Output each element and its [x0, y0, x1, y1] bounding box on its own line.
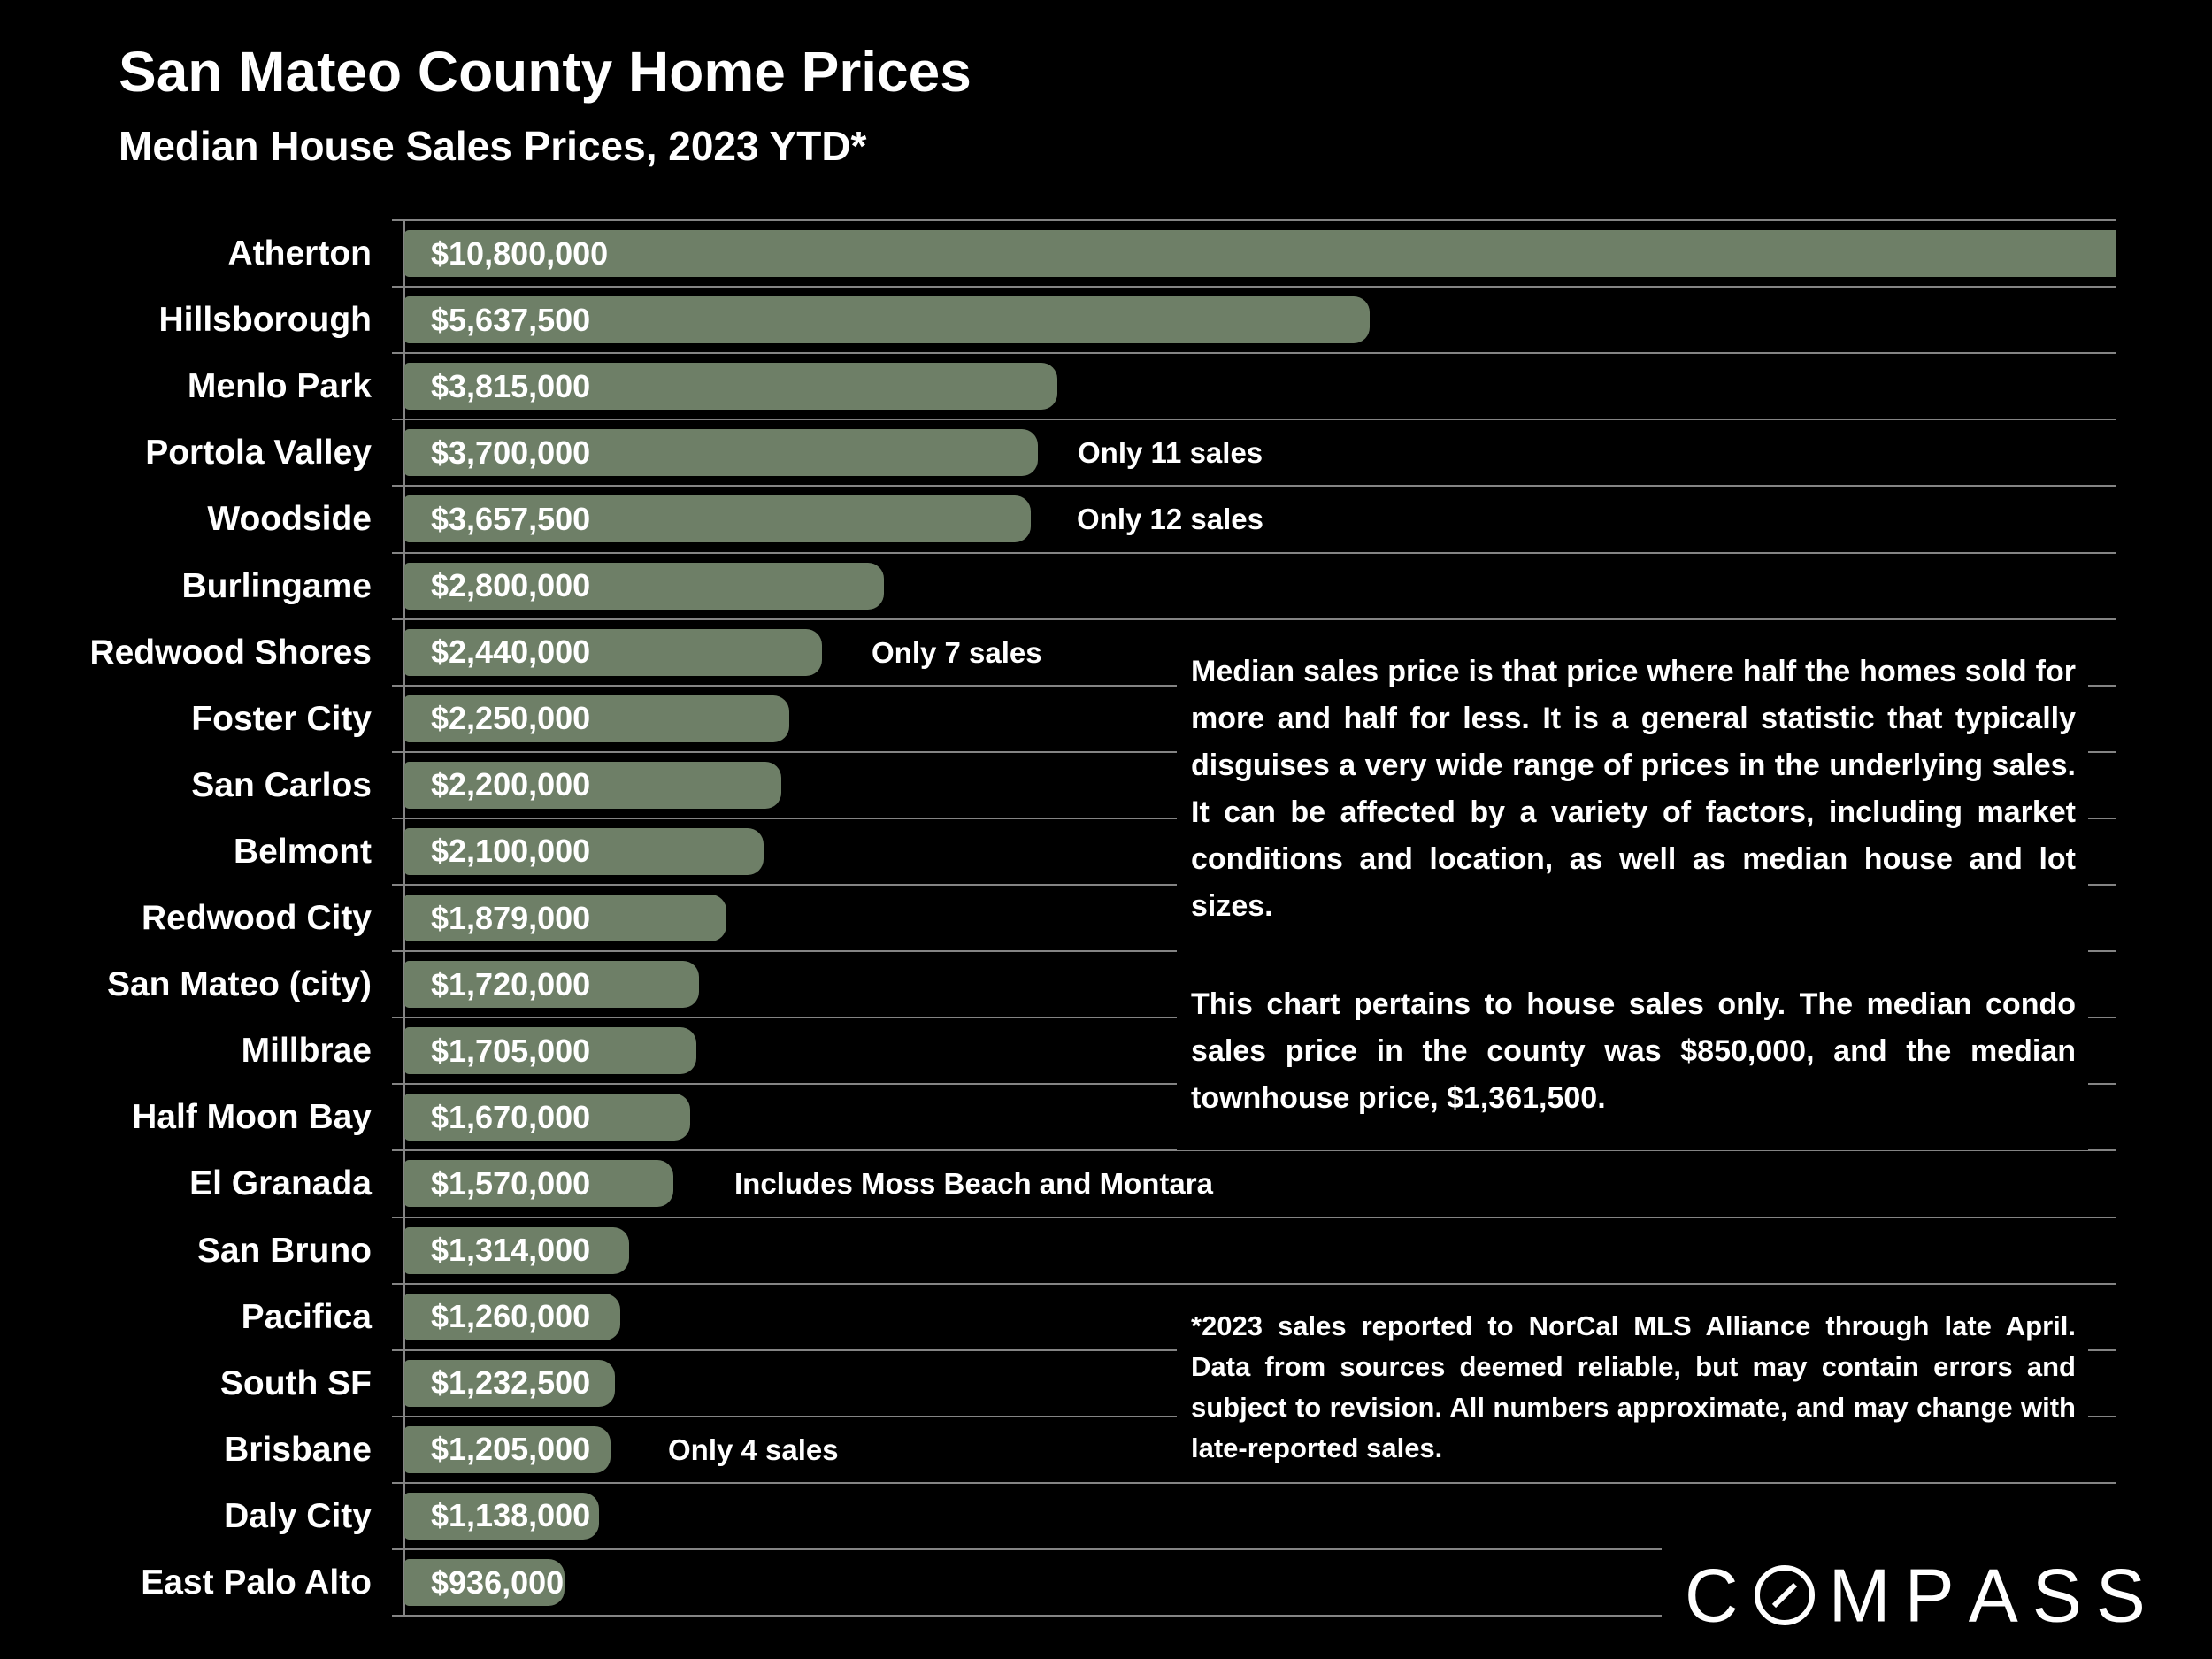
bar-annotation: Only 7 sales: [872, 635, 1042, 669]
category-label: Burlingame: [181, 566, 372, 605]
bar-value-label: $2,440,000: [431, 634, 591, 671]
category-label: San Bruno: [196, 1231, 372, 1270]
category-label: East Palo Alto: [141, 1563, 372, 1601]
category-label: South SF: [219, 1363, 372, 1402]
bar-half-moon-bay: $1,670,000: [404, 1094, 690, 1141]
commentary-paragraph-2: This chart pertains to house sales only.…: [1191, 987, 2076, 1115]
category-label: Redwood City: [142, 899, 372, 937]
row-gridline: [392, 1481, 2116, 1484]
bar-annotation: Includes Moss Beach and Montara: [734, 1167, 1213, 1201]
bar-value-label: $10,800,000: [431, 234, 609, 272]
compass-letter: M: [1828, 1552, 1891, 1638]
row-gridline: [392, 219, 2116, 221]
category-label: Pacifica: [241, 1297, 372, 1336]
row-gridline: [392, 1282, 2116, 1285]
page-subtitle: Median House Sales Prices, 2023 YTD*: [119, 123, 867, 169]
bar-value-label: $1,670,000: [431, 1098, 591, 1135]
bar-value-label: $2,800,000: [431, 567, 591, 604]
compass-letter: C: [1685, 1552, 1739, 1638]
bar-value-label: $3,700,000: [431, 434, 591, 471]
category-label: Menlo Park: [187, 367, 372, 406]
bar-value-label: $2,250,000: [431, 700, 591, 737]
category-label: Woodside: [207, 500, 372, 539]
bar-san-carlos: $2,200,000: [404, 761, 781, 809]
bar-foster-city: $2,250,000: [404, 695, 789, 742]
row-gridline: [392, 286, 2116, 288]
bar-san-mateo-city-: $1,720,000: [404, 961, 699, 1009]
category-label: San Carlos: [191, 765, 372, 804]
row-gridline: [392, 1216, 2116, 1218]
row-gridline: [392, 485, 2116, 488]
bar-el-granada: $1,570,000: [404, 1160, 673, 1208]
category-label: Hillsborough: [158, 301, 372, 340]
bar-annotation: Only 12 sales: [1077, 503, 1263, 536]
bar-value-label: $1,205,000: [431, 1431, 591, 1468]
bar-value-label: $5,637,500: [431, 301, 591, 338]
bar-atherton: $10,800,000: [404, 230, 2116, 278]
bar-redwood-city: $1,879,000: [404, 895, 726, 942]
footnote-text: *2023 sales reported to NorCal MLS Allia…: [1191, 1310, 2076, 1463]
compass-o-needle-icon: [1754, 1564, 1815, 1625]
bar-pacifica: $1,260,000: [404, 1293, 620, 1340]
bar-value-label: $2,100,000: [431, 833, 591, 870]
footnote-block: *2023 sales reported to NorCal MLS Allia…: [1177, 1306, 2088, 1479]
bar-value-label: $1,705,000: [431, 1032, 591, 1069]
compass-letter: P: [1904, 1552, 1955, 1638]
row-gridline: [392, 1149, 2116, 1152]
bar-value-label: $1,260,000: [431, 1298, 591, 1335]
bar-annotation: Only 11 sales: [1078, 436, 1263, 470]
compass-letter: S: [2032, 1552, 2082, 1638]
bar-value-label: $1,879,000: [431, 899, 591, 936]
category-label: Half Moon Bay: [132, 1098, 372, 1137]
bar-brisbane: $1,205,000: [404, 1425, 611, 1473]
category-label: Belmont: [234, 832, 372, 871]
bar-south-sf: $1,232,500: [404, 1359, 615, 1407]
row-gridline: [392, 1615, 2116, 1617]
category-label: El Granada: [189, 1164, 372, 1203]
bar-value-label: $1,232,500: [431, 1364, 591, 1402]
row-gridline: [392, 419, 2116, 421]
category-label: Millbrae: [241, 1032, 372, 1071]
bar-value-label: $1,570,000: [431, 1164, 591, 1202]
bar-east-palo-alto: $936,000: [404, 1559, 565, 1607]
commentary-paragraph-1: Median sales price is that price where h…: [1191, 655, 2076, 923]
category-label: Redwood Shores: [89, 633, 372, 672]
compass-letter: A: [1968, 1552, 2018, 1638]
category-label: Atherton: [227, 234, 372, 273]
bar-millbrae: $1,705,000: [404, 1027, 696, 1075]
row-gridline: [392, 551, 2116, 554]
bar-daly-city: $1,138,000: [404, 1492, 599, 1540]
bar-value-label: $1,720,000: [431, 965, 591, 1002]
bar-menlo-park: $3,815,000: [404, 363, 1057, 411]
bar-value-label: $2,200,000: [431, 766, 591, 803]
commentary-block: Median sales price is that price where h…: [1177, 649, 2088, 1150]
page-title: San Mateo County Home Prices: [119, 40, 972, 104]
category-label: Brisbane: [224, 1430, 372, 1469]
bar-burlingame: $2,800,000: [404, 562, 884, 610]
row-gridline: [392, 618, 2116, 620]
row-gridline: [392, 1548, 2116, 1550]
category-label: Portola Valley: [145, 434, 372, 472]
category-label: San Mateo (city): [106, 965, 372, 1004]
bar-value-label: $3,657,500: [431, 500, 591, 537]
bar-annotation: Only 4 sales: [668, 1432, 839, 1466]
bar-portola-valley: $3,700,000: [404, 429, 1038, 477]
bar-hillsborough: $5,637,500: [404, 296, 1370, 344]
compass-letter: S: [2095, 1552, 2146, 1638]
bar-woodside: $3,657,500: [404, 495, 1031, 543]
bar-redwood-shores: $2,440,000: [404, 628, 822, 676]
bar-value-label: $1,138,000: [431, 1497, 591, 1534]
row-gridline: [392, 352, 2116, 355]
bar-belmont: $2,100,000: [404, 827, 764, 875]
category-label: Daly City: [224, 1496, 372, 1535]
bar-san-bruno: $1,314,000: [404, 1226, 629, 1274]
category-label: Foster City: [191, 699, 372, 738]
bar-value-label: $936,000: [431, 1563, 565, 1601]
bar-value-label: $3,815,000: [431, 367, 591, 404]
bar-value-label: $1,314,000: [431, 1232, 591, 1269]
